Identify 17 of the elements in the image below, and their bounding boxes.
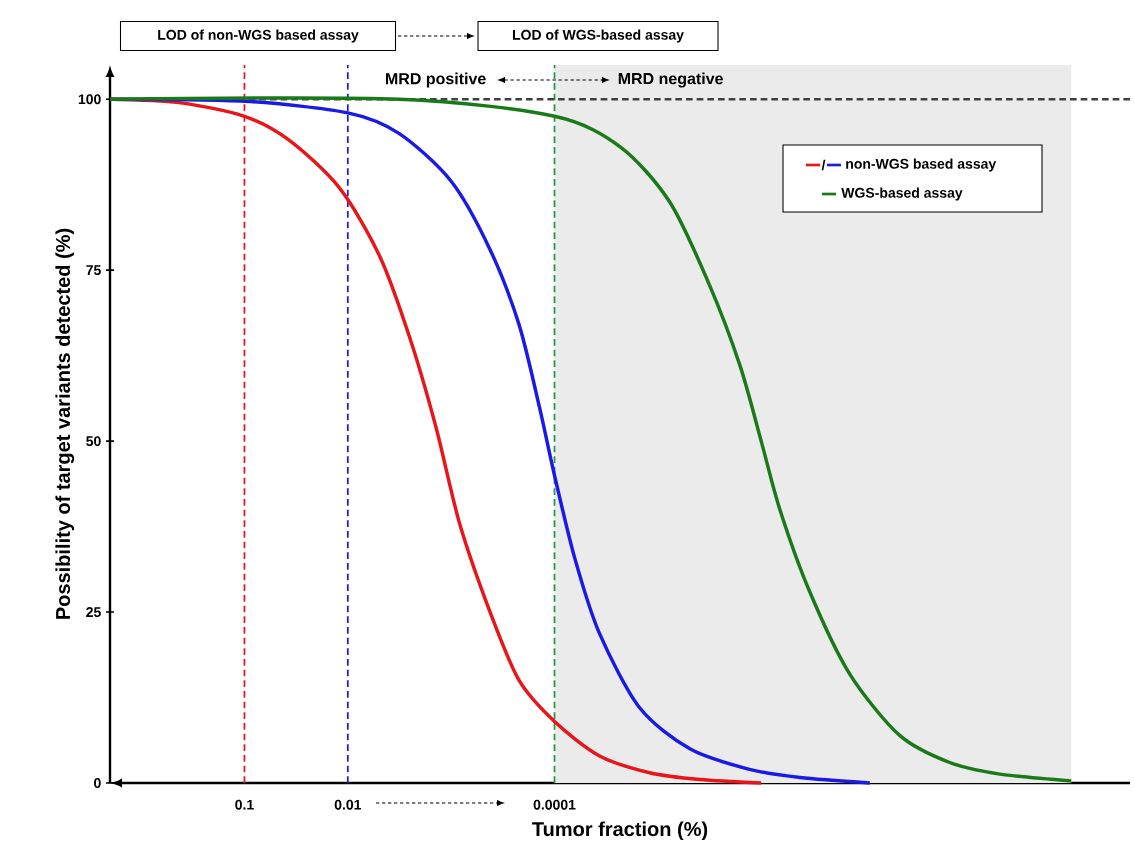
y-tick-label: 25	[86, 607, 101, 618]
annotation: MRD positive	[386, 72, 486, 88]
annotation: MRD negative	[618, 72, 723, 88]
y-tick-label: 75	[86, 265, 101, 276]
y-tick-label: 0	[94, 778, 101, 788]
x-axis-title: Tumor fraction (%)	[532, 821, 708, 841]
legend-label: non-WGS based assay	[846, 158, 997, 172]
text: LOD of non-WGS based assay	[158, 29, 359, 43]
x-tick-label: 0.01	[334, 799, 362, 810]
y-tick-label: 50	[86, 436, 101, 447]
text: LOD of WGS-based assay	[512, 29, 684, 43]
legend-label: WGS-based assay	[841, 187, 963, 201]
y-tick-label: 100	[78, 94, 101, 105]
x-tick-label: 0.0001	[533, 799, 576, 810]
y-axis-title: Possibility of target variants detected (%)	[55, 228, 75, 619]
x-tick-label: 0.1	[235, 799, 254, 810]
annotation: /	[821, 159, 826, 171]
